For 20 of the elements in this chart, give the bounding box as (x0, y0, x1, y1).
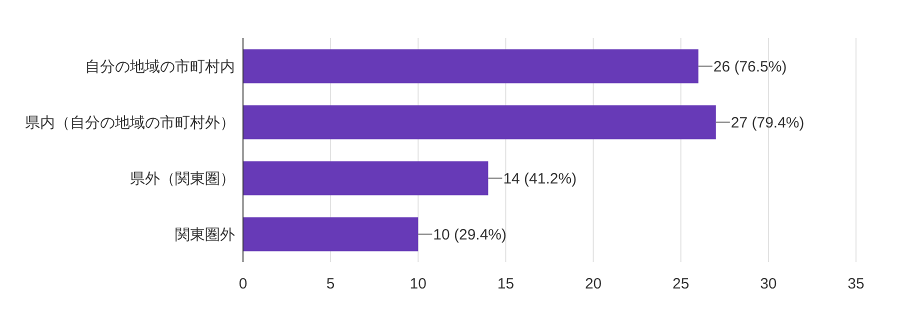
x-tick-label: 25 (672, 276, 690, 293)
x-tick-label: 0 (238, 276, 248, 293)
x-tick-label: 20 (584, 276, 602, 293)
x-tick-label: 30 (760, 276, 777, 293)
data-label: 27 (79.4%) (730, 114, 804, 132)
bar (243, 217, 418, 252)
bar (243, 161, 488, 196)
bar (243, 49, 698, 84)
x-tick-label: 5 (326, 276, 335, 293)
data-label: 10 (29.4%) (433, 226, 507, 244)
y-tick-label: 県内（自分の地域の市町村外） (25, 114, 235, 132)
data-label: 26 (76.5%) (713, 58, 787, 76)
y-tick-label: 自分の地域の市町村内 (85, 58, 235, 76)
x-tick-label: 15 (497, 276, 514, 293)
data-label: 14 (41.2%) (503, 170, 577, 188)
x-tick-label: 35 (848, 276, 864, 293)
bar (243, 105, 716, 140)
y-tick-label: 関東圏外 (175, 226, 235, 244)
y-tick-label: 県外（関東圏） (130, 170, 235, 188)
x-tick-label: 10 (410, 276, 426, 293)
